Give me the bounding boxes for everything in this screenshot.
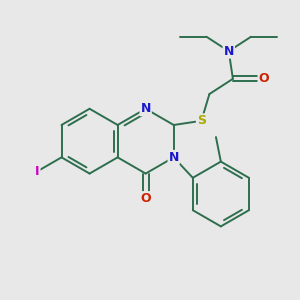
- Text: O: O: [140, 192, 151, 205]
- Text: S: S: [197, 114, 206, 127]
- Text: I: I: [35, 165, 40, 178]
- Text: N: N: [169, 151, 179, 164]
- Text: N: N: [140, 102, 151, 115]
- Text: N: N: [224, 45, 234, 58]
- Text: O: O: [259, 72, 269, 85]
